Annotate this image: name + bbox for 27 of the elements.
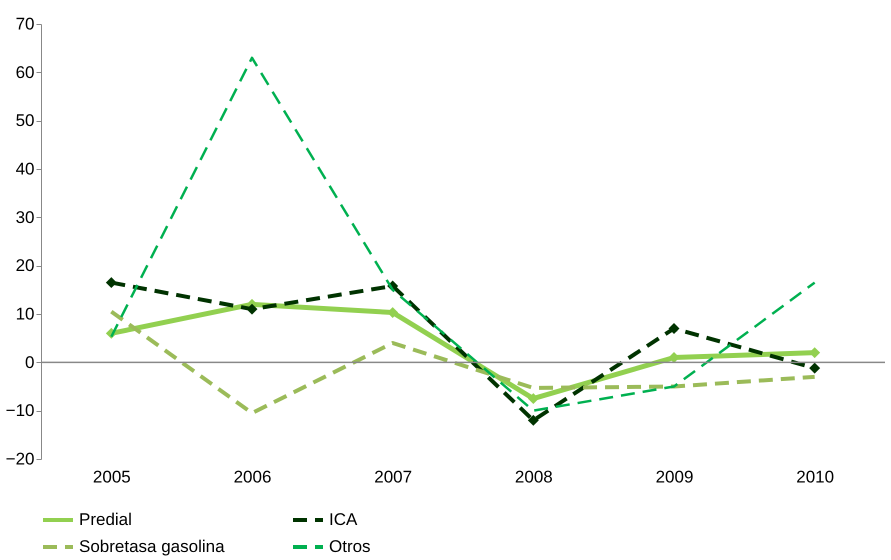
y-tick-label: 20 xyxy=(16,256,34,276)
x-tick-label: 2007 xyxy=(374,468,412,486)
point xyxy=(106,277,117,288)
point xyxy=(809,362,820,374)
x-tick-label: 2009 xyxy=(656,468,694,486)
legend-label: ICA xyxy=(329,510,358,529)
x-tick-label: 2005 xyxy=(92,468,131,486)
legend-label: Sobretasa gasolina xyxy=(79,537,226,556)
legend-label: Otros xyxy=(329,537,371,556)
y-tick-label: 50 xyxy=(16,111,34,130)
x-tick-label: 2010 xyxy=(796,468,834,486)
x-tick-label: 2006 xyxy=(234,468,272,486)
point xyxy=(246,304,258,315)
y-tick-label: 60 xyxy=(16,62,34,82)
y-tick-label: −10 xyxy=(6,401,34,420)
line-series xyxy=(109,310,817,416)
point xyxy=(668,323,680,334)
y-tick-label: 40 xyxy=(16,160,34,178)
legend-label: Predial xyxy=(79,510,132,529)
y-tick-label: 10 xyxy=(16,304,34,324)
y-tick-label: −20 xyxy=(6,450,34,468)
y-tick-label: 70 xyxy=(16,14,34,34)
point xyxy=(528,414,539,426)
y-tick-label: 0 xyxy=(25,352,34,372)
point xyxy=(528,393,539,404)
x-tick-label: 2008 xyxy=(514,468,553,486)
y-tick-label: 30 xyxy=(16,208,34,227)
